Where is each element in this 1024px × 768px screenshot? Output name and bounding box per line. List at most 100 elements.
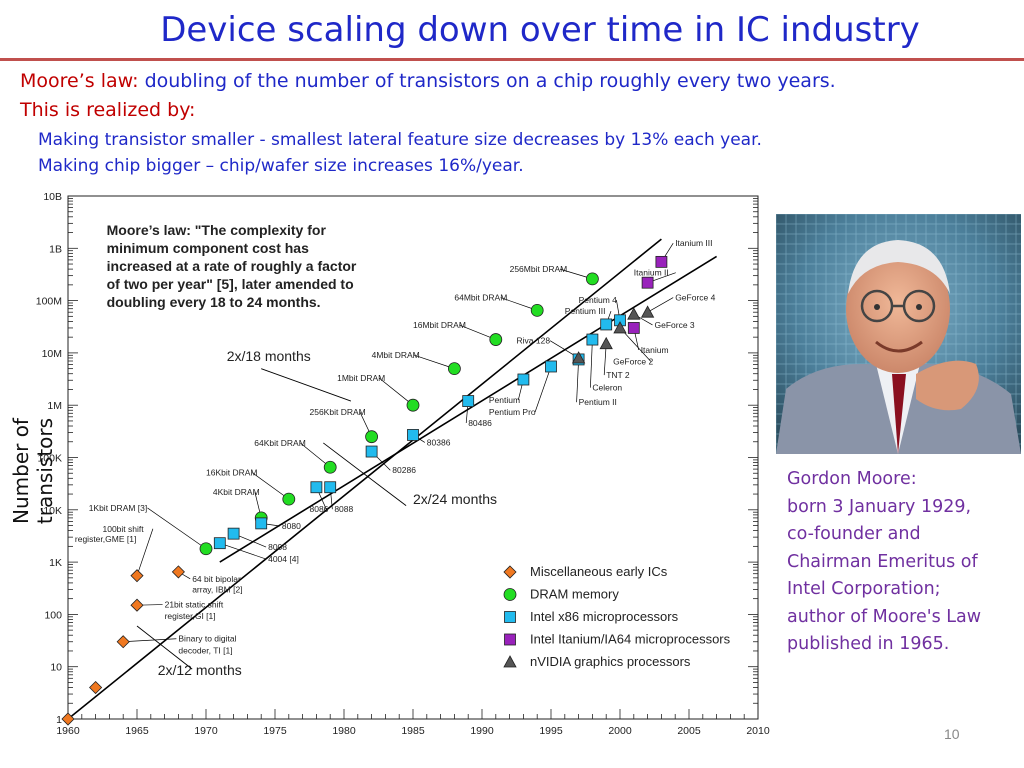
realized-by-line: This is realized by:: [20, 99, 196, 121]
legend-marker: [503, 565, 517, 579]
nvidia-graphics-processors-point: [613, 321, 627, 334]
bio-line: Intel Corporation;: [787, 579, 941, 599]
annotation-label: 4Mbit DRAM: [372, 350, 420, 360]
annotation-leader: [123, 638, 177, 643]
annotation-label: 8080: [282, 521, 301, 531]
rate-label: 2x/12 months: [158, 662, 242, 678]
miscellaneous-early-ics-point: [171, 565, 185, 579]
bio-line: co-founder and: [787, 524, 921, 544]
nvidia-graphics-processors-point: [640, 305, 655, 318]
intel-x86-microprocessors-point: [310, 481, 323, 494]
miscellaneous-early-ics-point: [89, 680, 103, 695]
x-tick-label: 1960: [56, 725, 80, 737]
y-tick-label: 10K: [43, 505, 62, 517]
dram-memory-point: [282, 492, 296, 506]
annotation-label: register,GME [1]: [75, 534, 136, 544]
intel-x86-microprocessors-point: [517, 373, 530, 386]
y-tick-label: 1K: [49, 557, 62, 569]
annotation-label: Pentium III: [565, 306, 606, 316]
dram-memory-point: [365, 430, 379, 444]
annotation-label: Itanium II: [634, 268, 669, 278]
bio-line: born 3 January 1929,: [787, 496, 972, 517]
annotation-leader: [647, 297, 674, 313]
annotation-label: 100bit shift: [103, 524, 145, 534]
bio-line: author of Moore's Law: [787, 606, 982, 627]
annotation-label: 80486: [468, 418, 492, 428]
annotation-leader: [251, 472, 290, 500]
annotation-label: Celeron: [592, 383, 622, 393]
annotation-label: register,GI [1]: [165, 611, 216, 621]
annotation-label: 8086: [310, 504, 329, 514]
annotation-leader: [378, 377, 414, 406]
annotation-leader: [219, 542, 267, 560]
dram-memory-point: [199, 542, 213, 556]
y-tick-label: 10M: [42, 348, 62, 360]
nvidia-graphics-processors-point: [599, 336, 613, 350]
quote-text: minimum component cost has: [107, 240, 309, 256]
quote-text: increased at a rate of roughly a factor: [107, 258, 357, 274]
intel-x86-microprocessors-point: [600, 318, 613, 331]
rate-arrow: [136, 625, 193, 670]
annotation-label: GeForce 2: [613, 357, 653, 367]
intel-itanium-ia64-microprocessors-point: [641, 276, 654, 289]
miscellaneous-early-ics-point: [130, 598, 144, 612]
x-tick-label: 1975: [263, 725, 287, 737]
annotation-label: 64Mbit DRAM: [454, 293, 507, 303]
title-divider: [0, 58, 1024, 61]
rate-label: 2x/18 months: [227, 348, 311, 364]
y-axis-label: Number of transistors: [9, 417, 57, 525]
annotation-leader: [534, 366, 552, 413]
rate-label: 2x/24 months: [413, 491, 497, 507]
y-tick-label: 1B: [49, 243, 62, 255]
y-tick-label: 100M: [36, 296, 62, 308]
annotation-leader: [413, 354, 455, 369]
legend-label: DRAM memory: [530, 587, 619, 602]
annotation-label: 4Kbit DRAM: [213, 487, 260, 497]
annotation-label: Itanium: [641, 345, 669, 355]
annotation-label: Pentium II: [579, 397, 617, 407]
annotation-label: 4004 [4]: [268, 554, 299, 564]
annotation-label: Pentium 4: [579, 295, 618, 305]
x-tick-label: 1965: [125, 725, 149, 737]
miscellaneous-early-ics-point: [116, 635, 130, 649]
legend-marker: [504, 633, 516, 646]
annotation-leader: [459, 324, 496, 340]
nvidia-graphics-processors-point: [627, 307, 641, 320]
annotation-label: Pentium Pro: [489, 407, 536, 417]
annotation-leader: [590, 339, 593, 388]
legend-marker: [503, 588, 517, 601]
annotation-label: array, IBM [2]: [192, 585, 242, 595]
annotation-label: 1Kbit DRAM [3]: [89, 503, 148, 513]
annotation-label: 16Mbit DRAM: [413, 320, 466, 330]
bio-block: Gordon Moore: born 3 January 1929, co-fo…: [787, 466, 1017, 659]
intel-x86-microprocessors-point: [545, 360, 557, 373]
gordon-moore-photo: [776, 214, 1021, 454]
intel-x86-microprocessors-point: [462, 395, 475, 407]
x-tick-label: 1995: [539, 725, 563, 737]
nvidia-graphics-processors-point: [571, 351, 586, 364]
rate-arrow: [261, 368, 352, 402]
moores-law-line: Moore’s law: doubling of the number of t…: [20, 70, 836, 92]
annotation-label: 16Kbit DRAM: [206, 468, 258, 478]
moores-law-text: doubling of the number of transistors on…: [138, 70, 836, 92]
y-tick-label: 1M: [47, 400, 62, 412]
intel-x86-microprocessors-point: [227, 527, 240, 540]
quote-text: of two per year" [5], later amended to: [107, 276, 354, 292]
rate-arrow: [323, 442, 407, 507]
annotation-label: 64Kbit DRAM: [254, 438, 305, 448]
annotation-leader: [500, 297, 538, 311]
legend-marker: [504, 611, 516, 623]
annotation-label: 256Kbit DRAM: [310, 407, 366, 417]
intel-x86-microprocessors-point: [255, 517, 268, 530]
annotation-label: 256Mbit DRAM: [510, 264, 568, 274]
moores-law-chart: 1960 1965 1970 1975 1980 1985 1990 1995 2000 2005…: [36, 191, 770, 737]
quote-text: doubling every 18 to 24 months.: [107, 294, 321, 310]
intel-itanium-ia64-microprocessors-point: [627, 322, 640, 334]
annotation-label: 8088: [334, 504, 353, 514]
bio-name: Gordon Moore:: [787, 469, 917, 489]
y-tick-label: 100K: [37, 453, 62, 465]
x-tick-label: 1990: [470, 725, 494, 737]
annotation-label: 1Mbit DRAM: [337, 373, 385, 383]
bio-line: Chairman Emeritus of: [787, 551, 978, 572]
annotation-leader: [619, 327, 652, 362]
